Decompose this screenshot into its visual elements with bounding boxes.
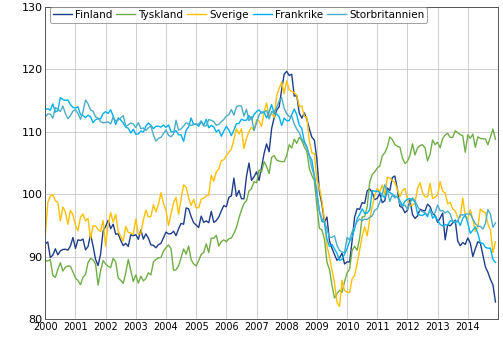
Sverige: [482, 211, 488, 215]
Frankrike: [138, 129, 144, 133]
Storbritannien: [492, 221, 498, 225]
Line: Storbritannien: Storbritannien: [45, 98, 495, 253]
Sverige: [42, 234, 48, 238]
Finland: [50, 253, 56, 257]
Tyskland: [480, 137, 486, 141]
Storbritannien: [447, 212, 453, 216]
Tyskland: [50, 273, 56, 278]
Tyskland: [42, 259, 48, 263]
Tyskland: [135, 281, 141, 285]
Tyskland: [213, 233, 219, 237]
Tyskland: [445, 131, 451, 135]
Finland: [135, 237, 141, 241]
Finland: [492, 300, 498, 304]
Line: Sverige: Sverige: [45, 81, 495, 306]
Sverige: [337, 304, 343, 309]
Storbritannien: [279, 95, 285, 100]
Legend: Finland, Tyskland, Sverige, Frankrike, Storbritannien: Finland, Tyskland, Sverige, Frankrike, S…: [50, 7, 428, 23]
Frankrike: [98, 117, 104, 121]
Tyskland: [492, 137, 498, 141]
Frankrike: [445, 223, 451, 227]
Sverige: [213, 170, 219, 174]
Storbritannien: [42, 115, 48, 119]
Storbritannien: [342, 251, 348, 255]
Tyskland: [331, 296, 338, 300]
Tyskland: [490, 127, 496, 131]
Line: Frankrike: Frankrike: [45, 98, 495, 263]
Finland: [95, 264, 101, 268]
Sverige: [95, 227, 101, 232]
Storbritannien: [135, 120, 141, 125]
Finland: [445, 223, 451, 227]
Finland: [284, 69, 290, 73]
Sverige: [50, 193, 56, 197]
Line: Tyskland: Tyskland: [45, 129, 495, 298]
Frankrike: [216, 128, 222, 132]
Storbritannien: [50, 116, 56, 120]
Sverige: [447, 200, 453, 204]
Tyskland: [95, 283, 101, 287]
Finland: [213, 218, 219, 223]
Frankrike: [57, 95, 63, 100]
Finland: [480, 253, 486, 257]
Frankrike: [480, 241, 486, 245]
Sverige: [284, 79, 290, 83]
Frankrike: [42, 107, 48, 112]
Frankrike: [492, 260, 498, 265]
Line: Finland: Finland: [45, 71, 495, 302]
Sverige: [135, 232, 141, 236]
Sverige: [492, 240, 498, 244]
Storbritannien: [95, 116, 101, 120]
Finland: [42, 242, 48, 246]
Frankrike: [50, 102, 56, 106]
Storbritannien: [213, 123, 219, 127]
Storbritannien: [482, 221, 488, 225]
